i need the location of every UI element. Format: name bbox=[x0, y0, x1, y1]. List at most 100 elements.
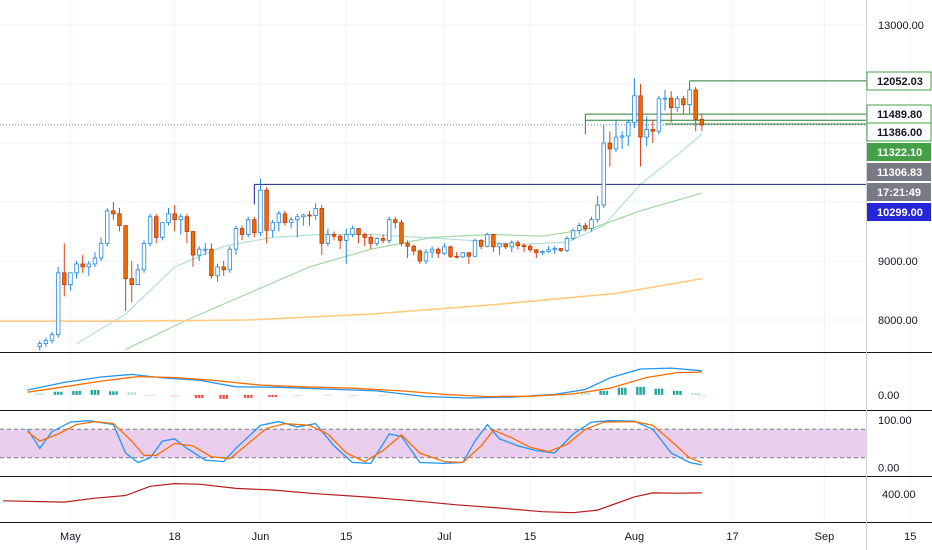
candle-body[interactable] bbox=[399, 222, 404, 244]
candle-body[interactable] bbox=[534, 249, 539, 254]
candle-body[interactable] bbox=[668, 97, 674, 109]
candle-body[interactable] bbox=[632, 95, 637, 123]
candle-body[interactable] bbox=[393, 219, 398, 224]
candle-body[interactable] bbox=[307, 214, 312, 217]
candle-body[interactable] bbox=[417, 250, 423, 262]
candle-body[interactable] bbox=[172, 213, 177, 221]
candle-body[interactable] bbox=[276, 213, 282, 224]
candle-body[interactable] bbox=[239, 228, 245, 235]
candle-body[interactable] bbox=[687, 89, 692, 106]
candle-body[interactable] bbox=[546, 249, 551, 252]
candle-body[interactable] bbox=[515, 242, 521, 247]
candle-body[interactable] bbox=[607, 142, 613, 150]
candle-body[interactable] bbox=[319, 208, 324, 244]
candle-body[interactable] bbox=[478, 239, 484, 247]
candle-body[interactable] bbox=[221, 266, 226, 271]
candle-body[interactable] bbox=[313, 208, 318, 216]
candle-body[interactable] bbox=[699, 119, 705, 126]
candle-body[interactable] bbox=[589, 219, 594, 229]
candle-body[interactable] bbox=[264, 189, 269, 231]
candle-body[interactable] bbox=[49, 334, 55, 342]
candle-body[interactable] bbox=[105, 210, 110, 244]
candle-body[interactable] bbox=[344, 234, 349, 241]
candle-body[interactable] bbox=[80, 263, 85, 268]
candle-body[interactable] bbox=[626, 121, 631, 137]
candle-body[interactable] bbox=[362, 234, 367, 238]
macd-pane[interactable] bbox=[27, 367, 707, 399]
candle-body[interactable] bbox=[331, 234, 337, 237]
candle-body[interactable] bbox=[123, 225, 128, 280]
candle-body[interactable] bbox=[98, 242, 104, 259]
candle-body[interactable] bbox=[92, 257, 98, 265]
candle-body[interactable] bbox=[209, 248, 214, 277]
candle-body[interactable] bbox=[270, 222, 275, 231]
price-pane[interactable] bbox=[0, 78, 866, 351]
candle-body[interactable] bbox=[295, 216, 300, 221]
candle-body[interactable] bbox=[374, 238, 380, 244]
candle-body[interactable] bbox=[577, 225, 582, 231]
candle-body[interactable] bbox=[656, 98, 662, 132]
candle-body[interactable] bbox=[613, 136, 619, 150]
candle-body[interactable] bbox=[356, 228, 361, 235]
candle-body[interactable] bbox=[288, 219, 294, 224]
candle-body[interactable] bbox=[196, 248, 202, 256]
candle-body[interactable] bbox=[68, 272, 73, 285]
candle-body[interactable] bbox=[570, 229, 576, 239]
candle-body[interactable] bbox=[454, 255, 459, 258]
candle-body[interactable] bbox=[86, 263, 92, 268]
candle-body[interactable] bbox=[203, 248, 208, 251]
candle-body[interactable] bbox=[117, 213, 122, 227]
candle-body[interactable] bbox=[472, 239, 478, 257]
candle-body[interactable] bbox=[429, 248, 435, 253]
candle-body[interactable] bbox=[558, 248, 564, 251]
candle-body[interactable] bbox=[350, 228, 355, 235]
candle-body[interactable] bbox=[154, 216, 159, 238]
candle-body[interactable] bbox=[693, 89, 698, 120]
candle-body[interactable] bbox=[411, 245, 416, 252]
candle-body[interactable] bbox=[166, 213, 171, 224]
candle-body[interactable] bbox=[258, 189, 263, 234]
candle-body[interactable] bbox=[442, 246, 447, 254]
candle-body[interactable] bbox=[405, 242, 410, 247]
candle-body[interactable] bbox=[595, 204, 600, 221]
candle-body[interactable] bbox=[282, 213, 288, 224]
candle-body[interactable] bbox=[215, 266, 220, 277]
candle-body[interactable] bbox=[368, 236, 373, 244]
candle-body[interactable] bbox=[380, 238, 386, 241]
candle-body[interactable] bbox=[681, 98, 686, 106]
candle-body[interactable] bbox=[601, 142, 606, 206]
candle-body[interactable] bbox=[619, 135, 625, 138]
candle-body[interactable] bbox=[650, 129, 655, 132]
candle-body[interactable] bbox=[564, 238, 570, 251]
oscillator-pane[interactable] bbox=[2, 482, 702, 514]
candle-body[interactable] bbox=[135, 269, 141, 286]
candle-body[interactable] bbox=[37, 343, 42, 347]
candle-body[interactable] bbox=[43, 340, 49, 344]
candle-body[interactable] bbox=[184, 216, 190, 232]
candle-body[interactable] bbox=[178, 216, 183, 221]
candle-body[interactable] bbox=[252, 219, 257, 234]
candle-body[interactable] bbox=[509, 242, 514, 248]
candle-body[interactable] bbox=[675, 98, 680, 108]
candle-body[interactable] bbox=[62, 272, 67, 285]
candle-body[interactable] bbox=[423, 251, 429, 262]
stoch-rsi-pane[interactable] bbox=[0, 420, 866, 466]
candle-body[interactable] bbox=[638, 95, 643, 138]
candle-body[interactable] bbox=[448, 246, 453, 257]
candle-body[interactable] bbox=[325, 234, 331, 244]
candle-body[interactable] bbox=[436, 248, 441, 254]
candle-body[interactable] bbox=[245, 219, 251, 235]
candle-body[interactable] bbox=[160, 222, 165, 238]
candle-body[interactable] bbox=[141, 242, 147, 271]
candle-body[interactable] bbox=[491, 234, 496, 248]
candle-body[interactable] bbox=[485, 234, 490, 247]
candle-body[interactable] bbox=[644, 129, 649, 138]
candle-body[interactable] bbox=[540, 251, 545, 254]
candle-body[interactable] bbox=[55, 272, 61, 336]
candle-body[interactable] bbox=[527, 245, 533, 251]
candle-body[interactable] bbox=[111, 210, 116, 215]
candle-body[interactable] bbox=[521, 245, 527, 248]
candle-body[interactable] bbox=[74, 263, 79, 274]
candle-body[interactable] bbox=[503, 243, 508, 248]
